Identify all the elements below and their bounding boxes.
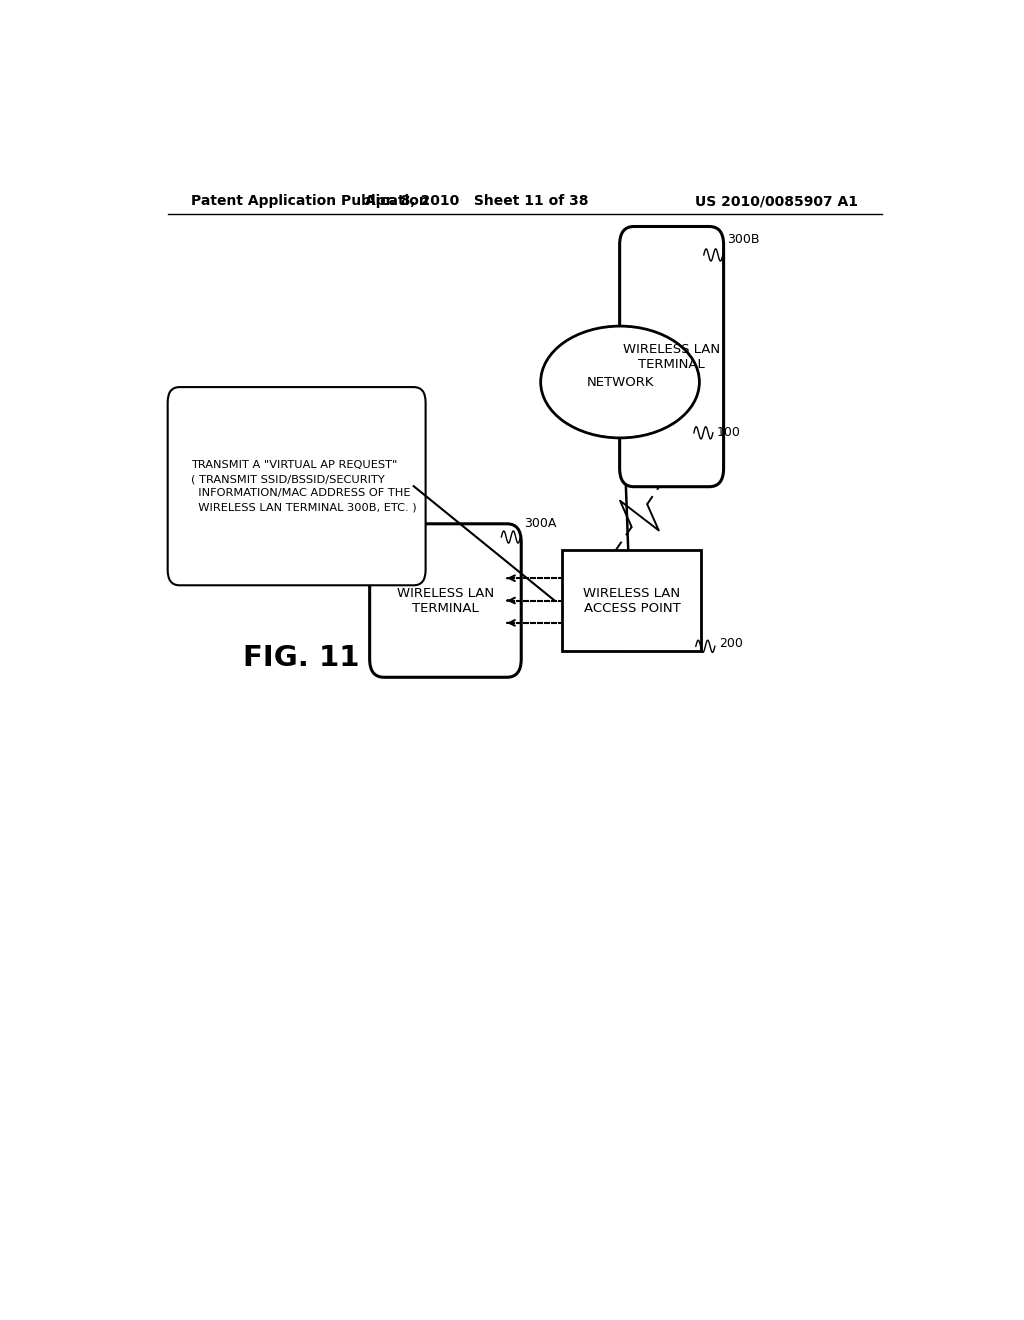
Text: 200: 200	[719, 636, 742, 649]
Text: Apr. 8, 2010   Sheet 11 of 38: Apr. 8, 2010 Sheet 11 of 38	[366, 194, 589, 209]
Text: US 2010/0085907 A1: US 2010/0085907 A1	[695, 194, 858, 209]
Text: 300A: 300A	[524, 517, 557, 531]
Text: 300B: 300B	[727, 234, 759, 247]
Text: WIRELESS LAN
TERMINAL: WIRELESS LAN TERMINAL	[397, 586, 494, 615]
FancyBboxPatch shape	[562, 549, 701, 651]
Text: NETWORK: NETWORK	[587, 375, 653, 388]
FancyBboxPatch shape	[370, 524, 521, 677]
Text: FIG. 11: FIG. 11	[243, 644, 359, 672]
Text: WIRELESS LAN
TERMINAL: WIRELESS LAN TERMINAL	[623, 343, 720, 371]
Text: 100: 100	[717, 426, 740, 440]
Text: TRANSMIT A "VIRTUAL AP REQUEST"
( TRANSMIT SSID/BSSID/SECURITY
  INFORMATION/MAC: TRANSMIT A "VIRTUAL AP REQUEST" ( TRANSM…	[191, 461, 417, 512]
Text: WIRELESS LAN
ACCESS POINT: WIRELESS LAN ACCESS POINT	[584, 586, 681, 615]
Ellipse shape	[541, 326, 699, 438]
FancyBboxPatch shape	[168, 387, 426, 585]
FancyBboxPatch shape	[620, 227, 724, 487]
Text: Patent Application Publication: Patent Application Publication	[191, 194, 429, 209]
